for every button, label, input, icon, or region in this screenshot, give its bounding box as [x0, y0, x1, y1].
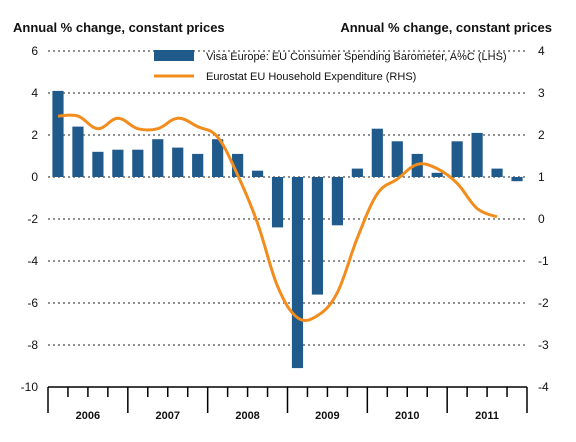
bar	[52, 90, 64, 177]
left-tick-label: 6	[31, 44, 38, 58]
right-tick-label: 3	[538, 86, 545, 100]
bar	[291, 177, 304, 369]
x-axis: 2006 2007 2008 2009 2010 2011	[47, 386, 528, 422]
left-tick-label: -10	[21, 380, 39, 394]
left-tick-label: 0	[31, 170, 38, 184]
right-tick-label: -1	[538, 254, 549, 268]
line-series	[57, 113, 498, 323]
right-tick-label: -4	[538, 380, 549, 394]
bar	[251, 170, 264, 177]
year-label: 2011	[475, 410, 499, 422]
right-tick-label: 1	[538, 170, 545, 184]
bar	[351, 168, 363, 177]
bar	[192, 153, 204, 177]
right-axis-title: Annual % change, constant prices	[340, 20, 552, 35]
left-tick-label: 4	[31, 86, 38, 100]
left-axis-ticks: -10 -8 -6 -4 -2 0 2 4 6	[21, 44, 39, 394]
bar	[212, 139, 224, 177]
bar	[471, 132, 483, 177]
bar	[92, 151, 104, 177]
bar	[451, 141, 463, 177]
year-label: 2010	[395, 410, 419, 422]
year-label: 2006	[76, 410, 100, 422]
right-tick-label: -3	[538, 338, 549, 352]
gridlines	[48, 50, 527, 346]
legend: Visa Europe: EU Consumer Spending Barome…	[154, 50, 507, 83]
bar	[232, 153, 244, 177]
year-label: 2007	[156, 410, 180, 422]
bar	[431, 172, 443, 177]
right-axis-ticks: -4 -3 -2 -1 0 1 2 3 4	[538, 44, 549, 394]
legend-bar-label: Visa Europe: EU Consumer Spending Barome…	[206, 51, 507, 63]
right-tick-label: 2	[538, 128, 545, 142]
bar	[371, 128, 383, 177]
left-tick-label: -4	[27, 254, 38, 268]
left-tick-label: 2	[31, 128, 38, 142]
bar-series	[52, 90, 523, 369]
right-tick-label: 0	[538, 212, 545, 226]
left-axis-title: Annual % change, constant prices	[13, 20, 225, 35]
bar	[391, 141, 403, 177]
right-tick-label: 4	[538, 44, 545, 58]
year-label: 2008	[235, 410, 259, 422]
bar	[271, 177, 284, 228]
year-label: 2009	[315, 410, 339, 422]
legend-line-label: Eurostat EU Household Expenditure (RHS)	[206, 71, 416, 83]
bar	[311, 177, 324, 295]
bar	[172, 147, 184, 177]
right-tick-label: -2	[538, 296, 549, 310]
legend-bar-swatch	[154, 50, 194, 61]
left-tick-label: -8	[27, 338, 38, 352]
bar	[491, 168, 503, 177]
bar	[331, 177, 343, 226]
bar	[112, 149, 124, 177]
bar	[511, 177, 523, 182]
left-tick-label: -6	[27, 296, 38, 310]
bar	[132, 149, 144, 177]
left-tick-label: -2	[27, 212, 38, 226]
bar	[152, 139, 164, 177]
line-path	[57, 113, 498, 323]
bar	[72, 126, 84, 177]
